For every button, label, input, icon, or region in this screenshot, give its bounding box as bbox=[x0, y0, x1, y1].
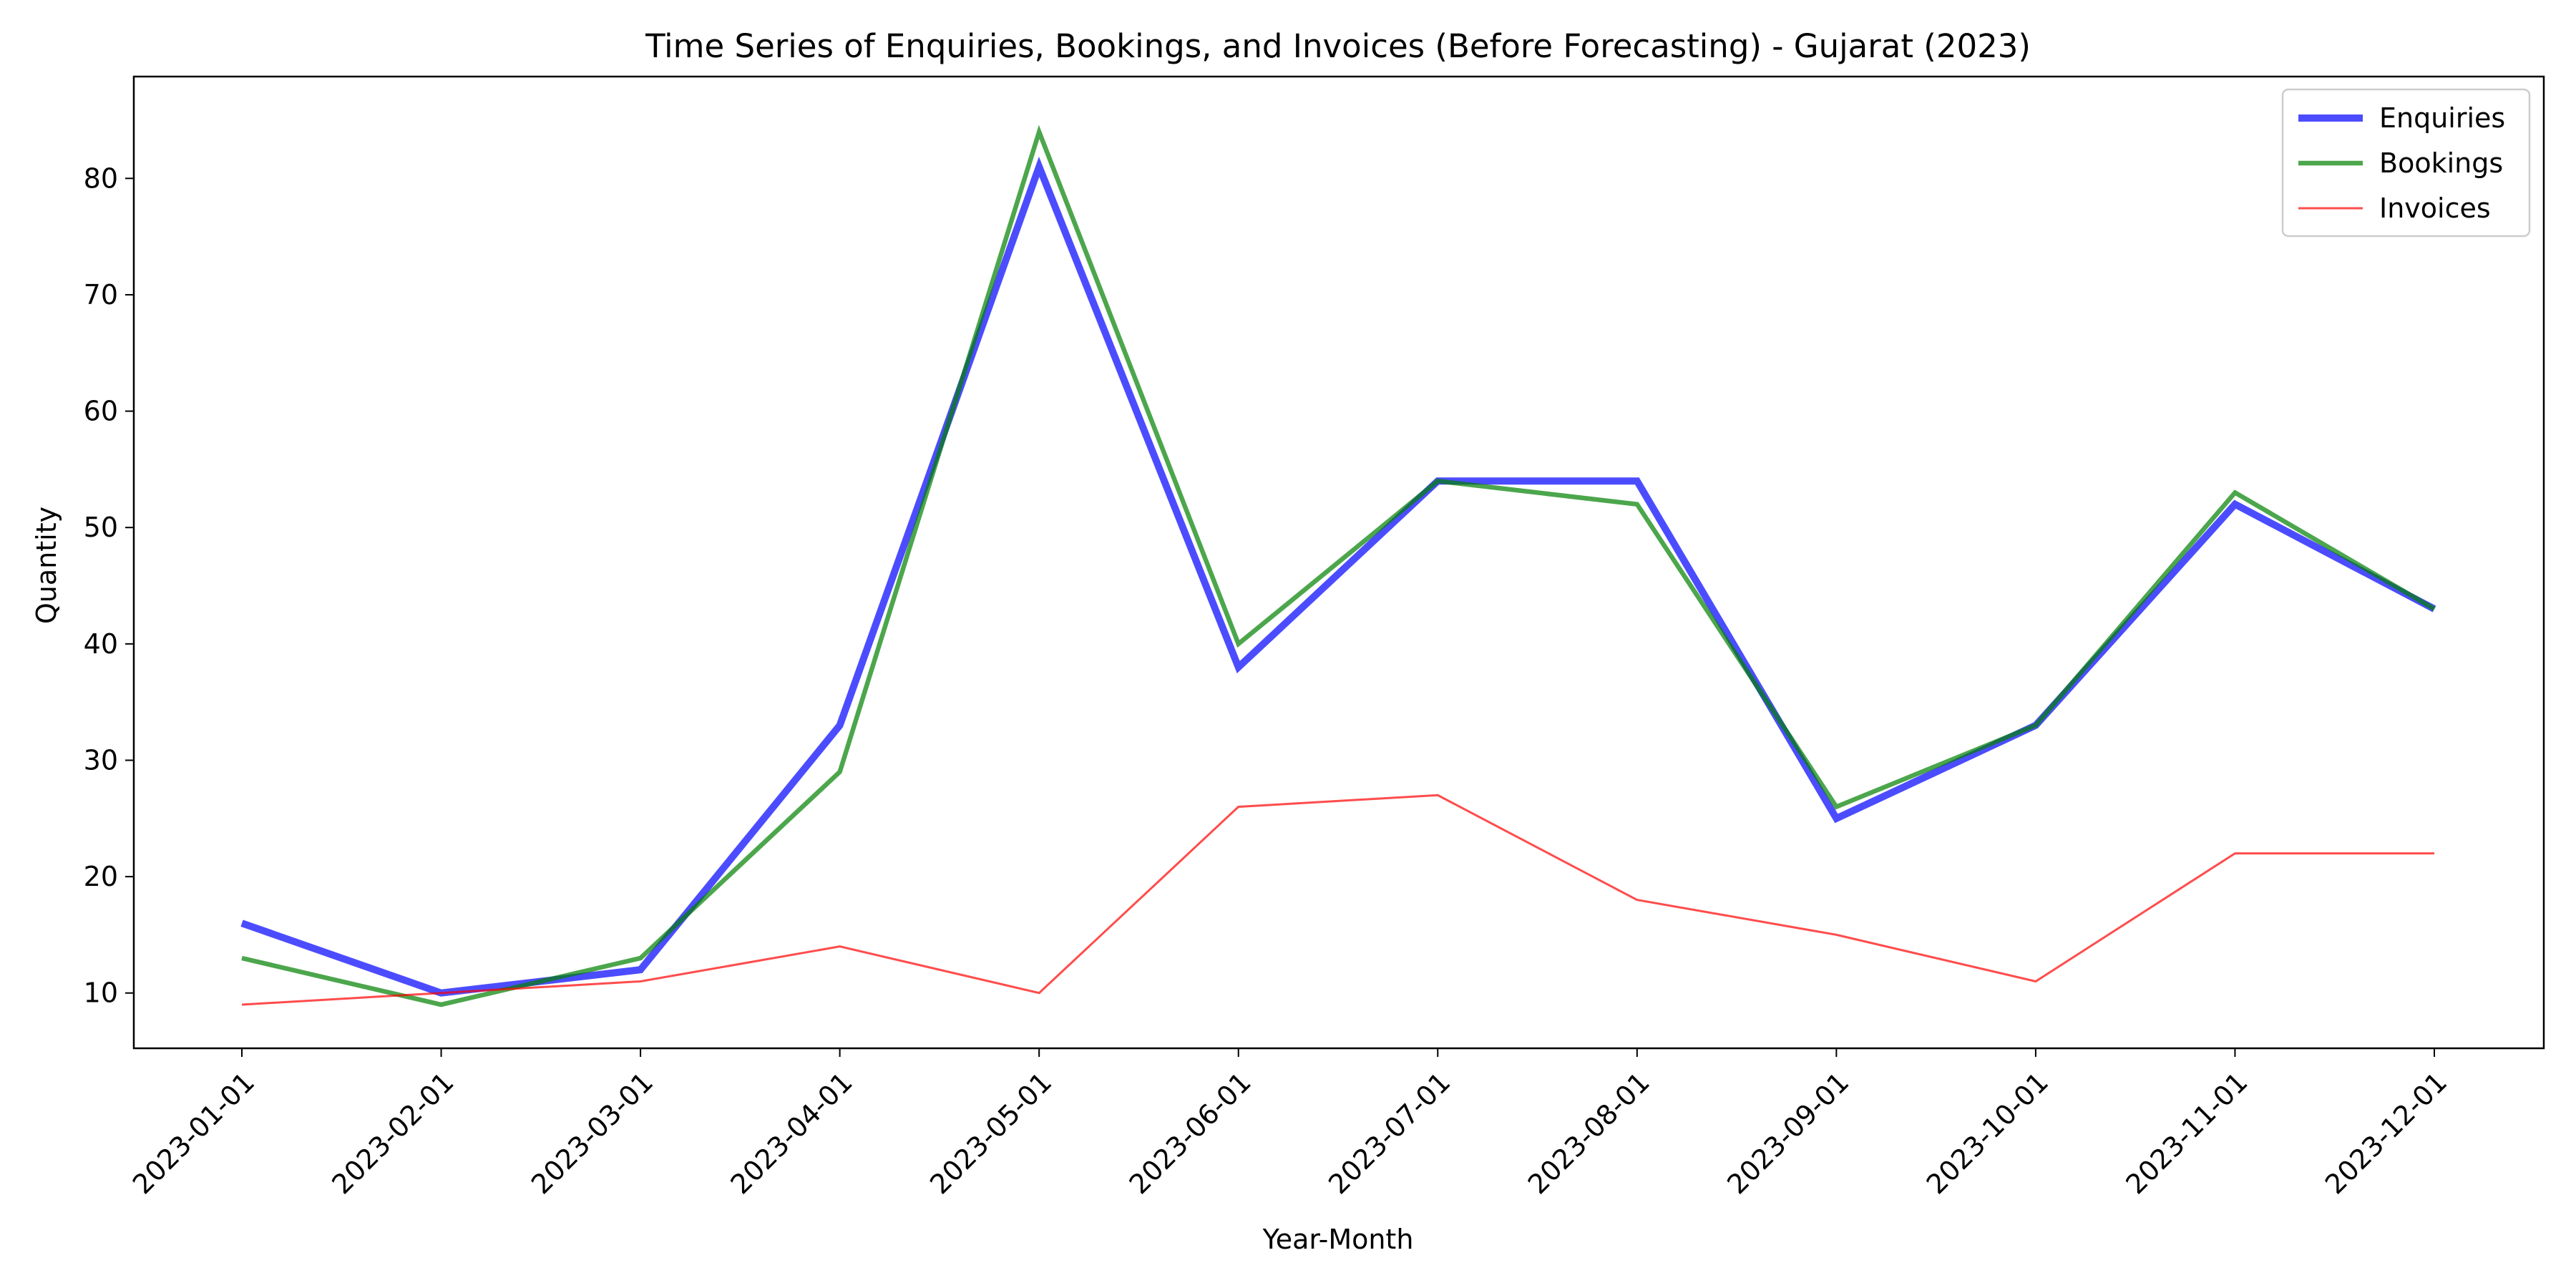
x-tick-label: 2023-03-01 bbox=[525, 1066, 659, 1200]
plot-frame bbox=[132, 75, 2545, 1050]
x-tick-label: 2023-07-01 bbox=[1322, 1066, 1456, 1200]
x-tick-label: 2023-08-01 bbox=[1522, 1066, 1656, 1200]
legend: Enquiries Bookings Invoices bbox=[2281, 88, 2531, 238]
plot-area bbox=[132, 75, 2545, 1050]
chart-title: Time Series of Enquiries, Bookings, and … bbox=[645, 27, 2031, 65]
x-tick-label: 2023-06-01 bbox=[1123, 1066, 1257, 1200]
y-tick-label: 70 bbox=[84, 279, 118, 311]
y-tick-label: 20 bbox=[84, 861, 118, 892]
series-line-bookings bbox=[241, 125, 2436, 1008]
series-group bbox=[240, 125, 2436, 1008]
x-tick-label: 2023-01-01 bbox=[127, 1066, 260, 1200]
x-tick-label: 2023-12-01 bbox=[2319, 1066, 2453, 1200]
y-tick-label: 80 bbox=[84, 162, 118, 194]
series-line-invoices bbox=[241, 794, 2434, 1006]
x-tick-label: 2023-04-01 bbox=[725, 1066, 859, 1200]
x-tick-label: 2023-10-01 bbox=[1921, 1066, 2054, 1200]
legend-label-invoices: Invoices bbox=[2379, 192, 2491, 224]
x-axis: 2023-01-01 2023-02-01 2023-03-01 2023-04-01… bbox=[127, 1048, 2453, 1200]
legend-box bbox=[2281, 88, 2531, 238]
y-axis: 10 20 30 40 50 60 70 80 bbox=[84, 162, 134, 1009]
x-tick-label: 2023-05-01 bbox=[924, 1066, 1058, 1200]
x-tick-label: 2023-11-01 bbox=[2119, 1066, 2253, 1200]
x-axis-label: Year-Month bbox=[1262, 1224, 1414, 1255]
legend-label-bookings: Bookings bbox=[2379, 147, 2503, 179]
y-axis-label: Quantity bbox=[31, 507, 62, 624]
y-tick-label: 10 bbox=[84, 977, 118, 1009]
y-tick-label: 60 bbox=[84, 396, 118, 427]
x-tick-label: 2023-02-01 bbox=[326, 1066, 459, 1200]
y-tick-label: 50 bbox=[84, 512, 118, 543]
series-line-enquiries bbox=[240, 156, 2436, 997]
y-tick-label: 30 bbox=[84, 744, 118, 776]
legend-label-enquiries: Enquiries bbox=[2379, 102, 2505, 134]
y-tick-label: 40 bbox=[84, 628, 118, 660]
x-tick-label: 2023-09-01 bbox=[1721, 1066, 1855, 1200]
